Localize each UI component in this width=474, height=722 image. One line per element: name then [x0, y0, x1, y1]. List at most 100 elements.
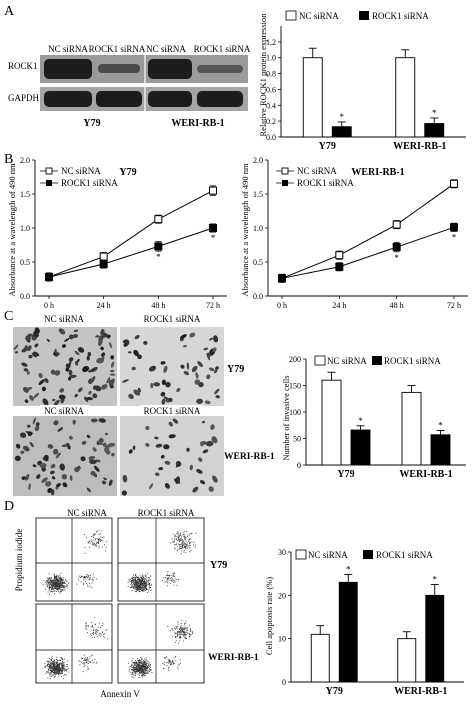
flow-event [168, 661, 170, 663]
flow-event [173, 581, 175, 583]
flow-event [138, 669, 140, 671]
flow-event [55, 584, 57, 585]
flow-event [47, 666, 49, 668]
series-line [48, 190, 214, 278]
flow-event [127, 662, 129, 664]
flow-event [81, 575, 83, 577]
flow-event [88, 541, 90, 543]
flow-event [66, 668, 68, 670]
flow-event [170, 542, 172, 544]
flow-event [137, 582, 138, 584]
flow-event [131, 581, 133, 583]
flow-event [180, 636, 182, 638]
flow-event [141, 579, 143, 581]
significance-marker: * [211, 233, 216, 243]
cell [92, 393, 98, 399]
flow-event [183, 632, 184, 634]
cell [128, 393, 134, 400]
flow-event [52, 581, 54, 583]
flow-event [56, 671, 58, 673]
flow-event [174, 631, 176, 633]
flow-event [138, 583, 139, 585]
cell [44, 378, 49, 384]
flow-event [54, 665, 56, 667]
cell [163, 365, 168, 373]
cell [31, 352, 38, 358]
flow-event [139, 662, 141, 664]
flow-event [168, 659, 170, 661]
flow-event [133, 585, 135, 586]
cell [145, 425, 150, 431]
cell [160, 361, 166, 365]
flow-event [134, 664, 136, 666]
blot-lane-label: ROCK1 siRNA [194, 44, 251, 54]
flow-event [179, 631, 181, 633]
flow-event [131, 586, 133, 588]
blot-lane-label: NC siRNA [146, 44, 186, 54]
flow-event [60, 666, 62, 668]
flow-event [133, 661, 135, 663]
flow-event [142, 574, 144, 576]
flow-event [60, 590, 62, 592]
flow-event [57, 585, 59, 587]
flow-event [105, 629, 107, 631]
flow-event [149, 664, 151, 666]
flow-event [49, 664, 51, 666]
flow-event [139, 665, 141, 667]
flow-event [86, 632, 88, 634]
flow-event [138, 586, 140, 588]
flow-event [127, 581, 129, 583]
cell [122, 474, 128, 483]
flow-event [141, 580, 142, 582]
flow-event [138, 577, 140, 579]
flow-event [139, 588, 141, 590]
flow-event [139, 586, 141, 588]
flow-event [135, 674, 136, 676]
data-point [209, 186, 217, 195]
flow-event [175, 636, 176, 637]
flow-event [142, 668, 144, 670]
cell [175, 476, 180, 484]
flow-event [53, 581, 55, 583]
cell [104, 432, 108, 436]
flow-event [145, 576, 147, 578]
flow-event [90, 577, 91, 579]
flow-event [57, 660, 59, 662]
flow-event [53, 585, 55, 587]
flow-event [143, 661, 145, 663]
cell [88, 390, 92, 395]
flow-event [57, 584, 59, 585]
flow-event [54, 666, 55, 668]
flow-event [145, 588, 147, 590]
cell [50, 470, 55, 475]
flow-event [144, 668, 146, 669]
flow-event [184, 538, 186, 540]
flow-event [138, 665, 140, 667]
flow-event [76, 583, 78, 585]
cell [214, 388, 220, 395]
flow-event [134, 672, 136, 674]
flow-event [186, 531, 188, 533]
flow-event [150, 670, 152, 671]
flow-event [59, 668, 61, 670]
flow-event [179, 637, 181, 639]
flow-event [185, 547, 187, 549]
cell [98, 418, 106, 423]
flow-event [61, 579, 63, 581]
flow-event [137, 578, 139, 580]
flow-event [145, 672, 147, 674]
flow-event [94, 544, 96, 545]
flow-event [145, 672, 147, 674]
flow-event [86, 577, 88, 579]
flow-event [136, 588, 138, 590]
flow-event [176, 584, 178, 586]
flow-event [139, 671, 141, 673]
flow-event [59, 574, 61, 576]
flow-event [143, 579, 145, 581]
flow-event [149, 590, 151, 592]
flow-event [138, 670, 140, 672]
flow-event [177, 664, 179, 666]
flow-event [62, 658, 64, 660]
flow-event [171, 662, 173, 664]
flow-event [88, 626, 90, 628]
